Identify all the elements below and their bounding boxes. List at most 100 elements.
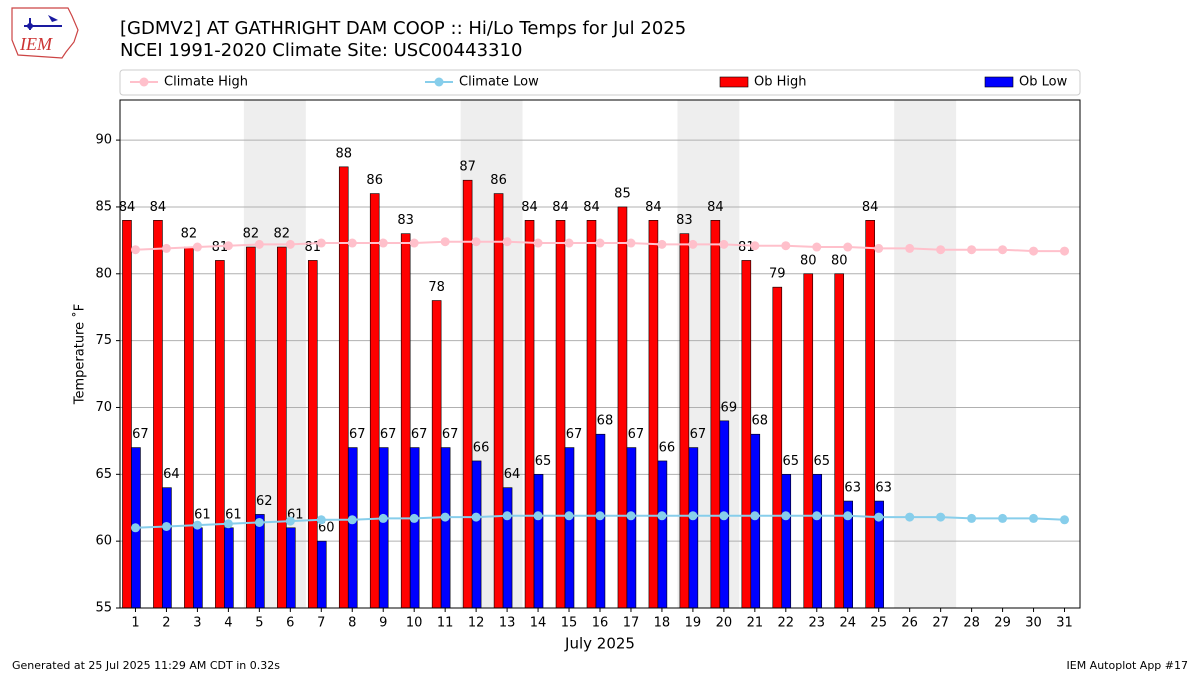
bar [215,260,225,609]
bar [431,300,442,609]
value-label: 67 [690,427,707,442]
x-tick-label: 19 [685,616,702,631]
x-tick-label: 3 [193,616,201,631]
x-tick-label: 25 [870,616,887,631]
value-label: 83 [676,213,693,228]
value-label: 82 [274,227,291,242]
point [254,239,264,249]
x-tick-label: 8 [348,616,356,631]
bar [741,260,752,609]
bar [555,220,566,609]
value-label: 67 [628,427,645,442]
legend-swatch [984,76,1014,88]
bar [471,460,482,609]
chart-title: [GDMV2] AT GATHRIGHT DAM COOP :: Hi/Lo T… [120,18,686,39]
x-tick-label: 13 [499,616,516,631]
x-tick-label: 27 [932,616,949,631]
value-label: 84 [119,200,136,215]
x-tick-label: 21 [747,616,764,631]
point [347,238,357,248]
bar [285,527,296,609]
point [161,243,171,253]
point [967,513,977,523]
point [812,242,822,252]
value-label: 82 [181,227,198,242]
value-label: 64 [163,467,180,482]
bar [246,246,256,609]
point [688,511,698,521]
x-tick-label: 11 [437,616,454,631]
legend-label: Ob Low [1019,75,1068,90]
point [285,516,295,526]
bar [162,487,172,609]
value-label: 67 [442,427,459,442]
point [843,242,853,252]
point [688,239,698,249]
value-label: 68 [597,414,614,429]
value-label: 67 [380,427,397,442]
x-tick-label: 26 [901,616,918,631]
point [750,241,760,251]
value-label: 67 [132,427,149,442]
point [781,241,791,251]
point [192,242,202,252]
bar [277,246,287,609]
value-label: 83 [397,213,414,228]
point [223,519,233,529]
x-tick-label: 22 [778,616,795,631]
value-label: 84 [645,200,662,215]
point [626,238,636,248]
value-label: 65 [782,454,799,469]
value-label: 63 [875,481,892,496]
bar [834,273,845,609]
bar [657,460,668,609]
bar [153,220,163,609]
bar [255,514,265,609]
bar [316,540,327,609]
point [409,238,419,248]
point [440,512,450,522]
point [502,237,512,247]
footer-left: Generated at 25 Jul 2025 11:29 AM CDT in… [12,659,280,672]
point [161,521,171,531]
point [254,517,264,527]
bar [440,447,451,609]
weekend-shade [894,100,957,608]
point [130,245,140,255]
bar [338,166,349,609]
value-label: 67 [349,427,366,442]
logo-text: IEM [19,34,53,54]
bar [688,447,699,609]
point [471,237,481,247]
y-tick-label: 85 [95,199,112,214]
legend-label: Climate High [164,75,248,90]
point [905,512,915,522]
point [719,511,729,521]
bar [400,233,411,609]
value-label: 67 [566,427,583,442]
bar [378,447,389,609]
bar [524,220,535,609]
point [1029,513,1039,523]
logo: IEM [11,7,79,59]
point [533,511,543,521]
y-axis-label: Temperature ˚F [72,304,88,405]
bar [710,220,721,609]
bar [679,233,690,609]
value-label: 69 [721,400,738,415]
x-tick-label: 17 [623,616,640,631]
bar [462,179,473,609]
point [874,243,884,253]
y-tick-label: 60 [95,534,112,549]
x-tick-label: 16 [592,616,609,631]
value-label: 66 [473,440,490,455]
value-label: 65 [535,454,552,469]
value-label: 65 [813,454,830,469]
bar [533,474,544,609]
x-tick-label: 30 [1025,616,1042,631]
point [316,238,326,248]
point [998,513,1008,523]
point [657,239,667,249]
value-label: 80 [831,253,848,268]
